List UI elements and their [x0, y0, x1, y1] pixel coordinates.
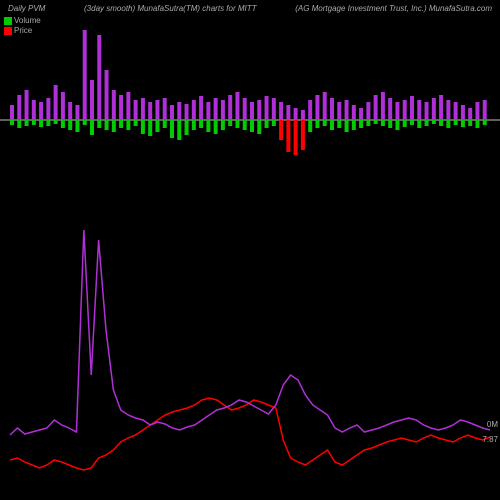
volume-swatch	[4, 17, 12, 25]
legend-volume-label: Volume	[14, 16, 41, 25]
header-mid-left: (3day smooth) MunafaSutra(TM) charts for…	[84, 4, 257, 13]
header-mid-right: (AG Mortgage Investment Trust, Inc.) Mun…	[295, 4, 492, 13]
header-left: Daily PVM	[8, 4, 45, 13]
chart-header: Daily PVM (3day smooth) MunafaSutra(TM) …	[0, 0, 500, 17]
axis-label-price: 7.87	[482, 435, 498, 444]
axis-label-volume: 0M	[487, 420, 498, 429]
legend-item-volume: Volume	[4, 16, 41, 25]
lower-price-volume-chart	[0, 210, 500, 490]
upper-oscillator-chart	[0, 30, 500, 210]
